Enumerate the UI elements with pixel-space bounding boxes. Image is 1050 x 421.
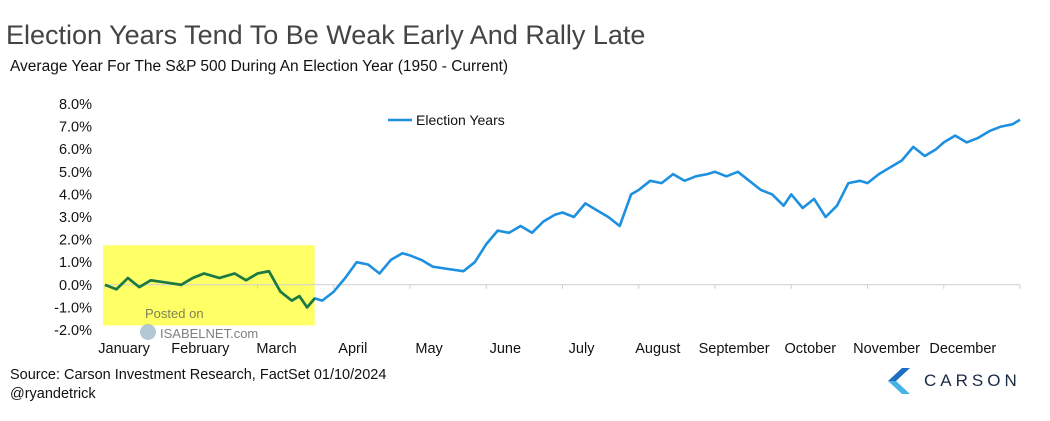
legend-label: Election Years (416, 112, 505, 128)
y-tick-label: 7.0% (59, 120, 92, 136)
x-tick-label: August (635, 341, 680, 357)
x-tick-label: May (415, 341, 443, 357)
x-tick-label: March (256, 341, 296, 357)
y-tick-label: 0.0% (59, 278, 92, 294)
series-line-highlighted-segment (104, 269, 316, 309)
x-tick-label: November (853, 341, 920, 357)
y-tick-label: 1.0% (59, 255, 92, 271)
x-tick-label: January (98, 341, 150, 357)
chart-subtitle: Average Year For The S&P 500 During An E… (10, 58, 509, 75)
watermark-line2: ISABELNET.com (160, 326, 258, 341)
y-axis-tick-labels: -2.0% -1.0% 0.0% 1.0% 2.0% 3.0% 4.0% 5.0% 6.0% 7.… (54, 97, 92, 339)
x-tick-label: December (929, 341, 996, 357)
x-tick-label: September (699, 341, 770, 357)
x-tick-label: February (171, 341, 230, 357)
y-tick-label: 3.0% (59, 210, 92, 226)
carson-logo: CARSON (888, 366, 1021, 396)
watermark: Posted on ISABELNET.com (140, 306, 258, 341)
y-tick-label: 8.0% (59, 97, 92, 113)
y-tick-label: 6.0% (59, 142, 92, 158)
x-tick-label: July (569, 341, 596, 357)
x-tick-label: June (490, 341, 521, 357)
y-tick-label: -2.0% (54, 323, 92, 339)
x-tick-label: October (785, 341, 837, 357)
legend: Election Years (388, 112, 505, 128)
carson-chevron-icon (888, 368, 910, 394)
x-axis-tick-marks (104, 284, 1021, 289)
carson-logo-text: CARSON (924, 371, 1021, 390)
x-tick-label: April (338, 341, 367, 357)
chart-title: Election Years Tend To Be Weak Early And… (6, 20, 646, 50)
globe-icon (140, 324, 156, 340)
source-note: Source: Carson Investment Research, Fact… (10, 367, 387, 383)
highlight-region (103, 245, 315, 326)
author-handle: @ryandetrick (10, 386, 96, 402)
y-tick-label: 5.0% (59, 165, 92, 181)
watermark-line1: Posted on (145, 306, 204, 321)
y-tick-label: -1.0% (54, 300, 92, 316)
y-tick-label: 2.0% (59, 233, 92, 249)
y-tick-label: 4.0% (59, 187, 92, 203)
x-axis-tick-labels: January February March April May June July Augu… (98, 341, 996, 357)
